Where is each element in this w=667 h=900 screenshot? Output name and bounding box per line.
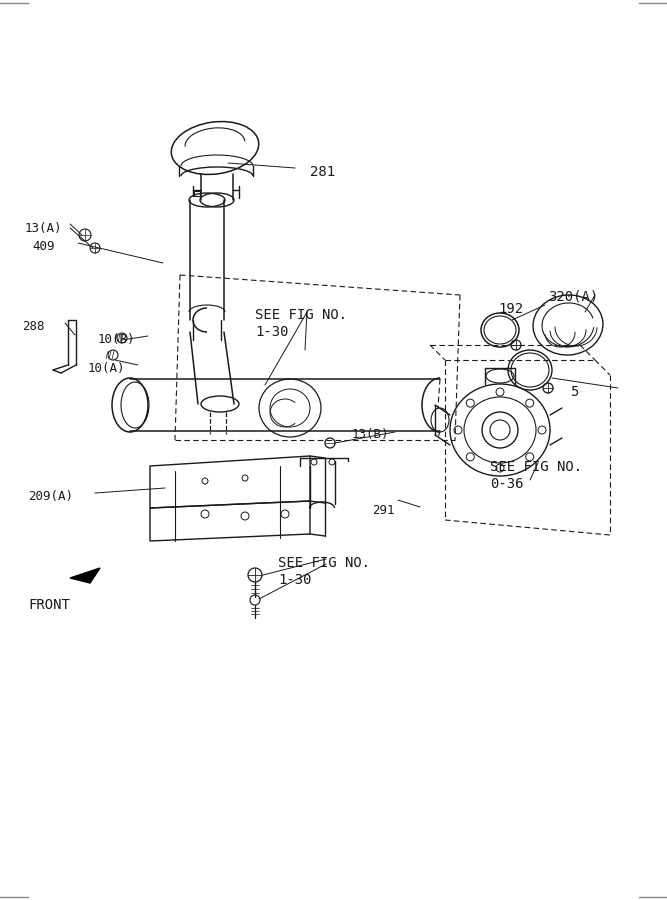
Text: 13(B): 13(B) [352,428,390,441]
Text: 1-30: 1-30 [278,573,311,587]
Text: SEE FIG NO.: SEE FIG NO. [255,308,347,322]
Text: 0-36: 0-36 [490,477,524,491]
Text: 13(A): 13(A) [25,222,63,235]
Text: 281: 281 [310,165,335,179]
Bar [194,191,200,196]
Text: FRONT: FRONT [28,598,70,612]
Text: 409: 409 [32,240,55,253]
Text: 10(B): 10(B) [98,333,135,346]
Text: 209(A): 209(A) [28,490,73,503]
Text: 5: 5 [570,385,578,399]
Text: SEE FIG NO.: SEE FIG NO. [490,460,582,474]
Text: 1-30: 1-30 [255,325,289,339]
Text: 320(A): 320(A) [548,290,598,304]
Polygon shape [70,568,100,583]
Text: 192: 192 [498,302,523,316]
Text: 10(A): 10(A) [88,362,125,375]
Text: 291: 291 [372,504,394,517]
Text: SEE FIG NO.: SEE FIG NO. [278,556,370,570]
Text: 288: 288 [22,320,45,333]
